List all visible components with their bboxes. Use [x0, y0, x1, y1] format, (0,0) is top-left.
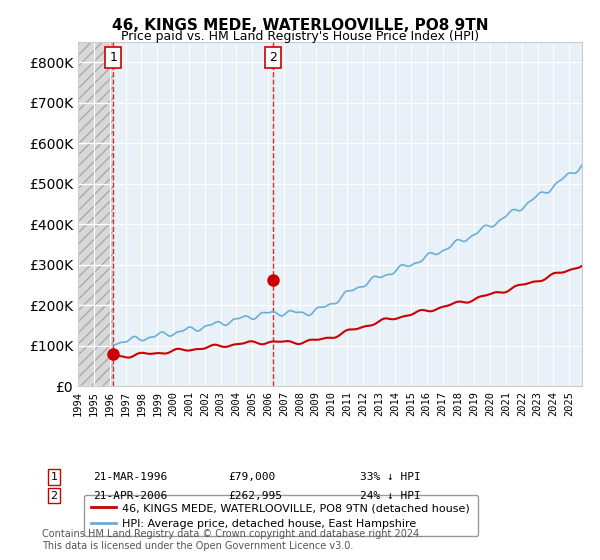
Text: 2: 2: [269, 51, 277, 64]
Text: £79,000: £79,000: [228, 472, 275, 482]
Text: 33% ↓ HPI: 33% ↓ HPI: [360, 472, 421, 482]
Text: Price paid vs. HM Land Registry's House Price Index (HPI): Price paid vs. HM Land Registry's House …: [121, 30, 479, 43]
Text: 21-APR-2006: 21-APR-2006: [93, 491, 167, 501]
Text: 2: 2: [50, 491, 58, 501]
Text: 1: 1: [50, 472, 58, 482]
Text: Contains HM Land Registry data © Crown copyright and database right 2024.
This d: Contains HM Land Registry data © Crown c…: [42, 529, 422, 551]
Text: £262,995: £262,995: [228, 491, 282, 501]
Text: 1: 1: [109, 51, 117, 64]
Text: 21-MAR-1996: 21-MAR-1996: [93, 472, 167, 482]
Bar: [78, 42, 113, 386]
Legend: 46, KINGS MEDE, WATERLOOVILLE, PO8 9TN (detached house), HPI: Average price, det: 46, KINGS MEDE, WATERLOOVILLE, PO8 9TN (…: [83, 495, 478, 536]
Text: 24% ↓ HPI: 24% ↓ HPI: [360, 491, 421, 501]
Text: 46, KINGS MEDE, WATERLOOVILLE, PO8 9TN: 46, KINGS MEDE, WATERLOOVILLE, PO8 9TN: [112, 18, 488, 33]
